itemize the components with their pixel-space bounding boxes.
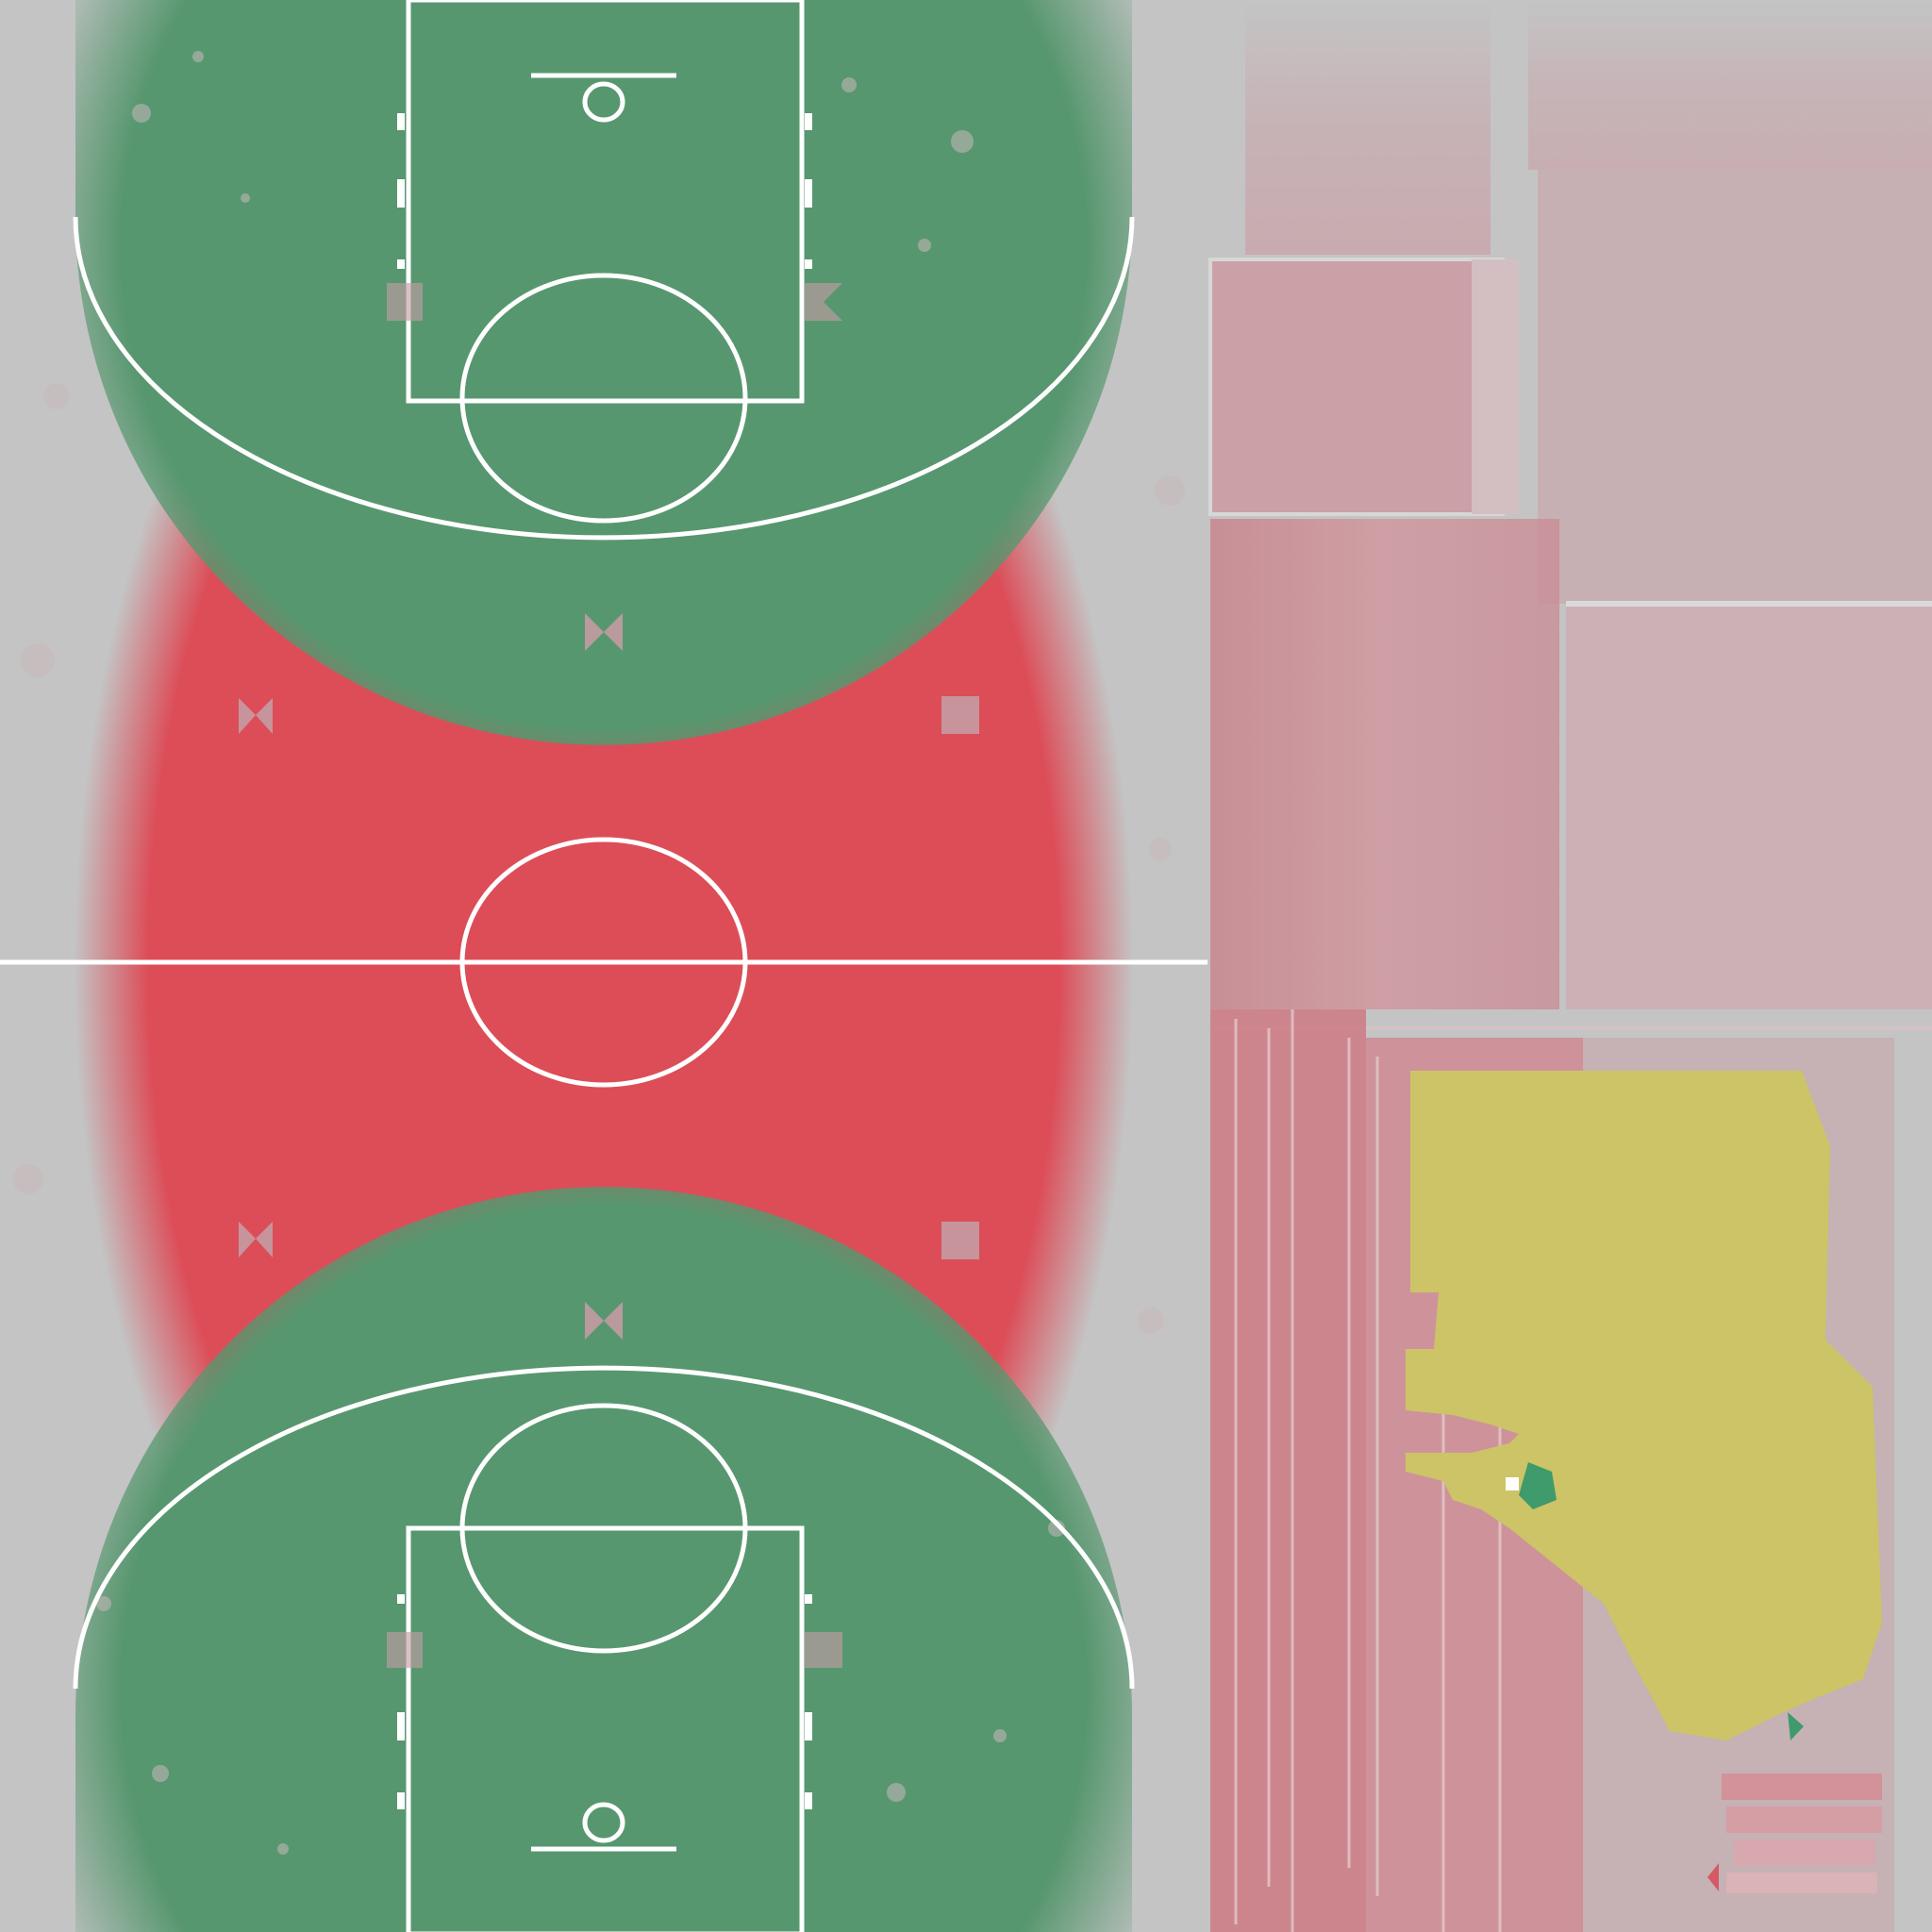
pink-panel [1528,0,1932,170]
top-key [406,0,805,404]
bottom-three-point-zone [75,1187,1132,1932]
bottom-three-point-arc [73,1365,1135,1690]
lane-hash-marks [397,113,812,1809]
grunge-speckles [13,51,1185,1855]
green-accent [1519,1462,1557,1509]
top-three-point-arc [73,216,1135,541]
basketball-court [0,0,1208,1932]
bowtie-marker [239,698,273,734]
pink-panel [1245,0,1491,255]
square-marker [941,696,979,734]
square-marker [805,1632,842,1668]
square-marker [941,1222,979,1259]
bowtie-marker [585,1302,623,1340]
green-accent [1788,1712,1804,1740]
side-panels [1208,0,1932,1932]
pink-panel [1208,258,1505,516]
pink-panel [1210,519,1559,1009]
white-accent [1506,1477,1519,1491]
court-lines [0,0,1208,1932]
bowtie-marker [805,283,842,321]
center-circle [459,837,748,1088]
bottom-free-throw-circle [459,1403,748,1654]
bottom-rim [582,1802,625,1843]
top-rim [582,81,625,123]
bottom-key [406,1525,805,1932]
top-free-throw-circle [459,273,748,524]
bowtie-markers [239,283,979,1668]
bowtie-marker [239,1222,273,1257]
square-marker [387,1632,423,1668]
yellow-patch [1406,1071,1882,1740]
top-three-point-zone [75,0,1132,745]
pink-panel [1566,604,1932,1009]
swatch-strip [1707,1774,1882,1893]
pink-panel [1538,170,1932,604]
bowtie-marker [387,283,423,321]
bowtie-marker [585,613,623,651]
pink-panel [1472,259,1519,514]
